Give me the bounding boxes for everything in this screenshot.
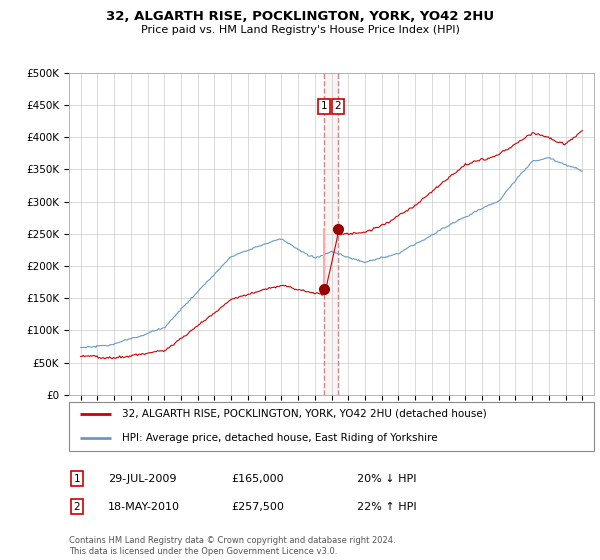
Text: Price paid vs. HM Land Registry's House Price Index (HPI): Price paid vs. HM Land Registry's House … [140,25,460,35]
Text: 18-MAY-2010: 18-MAY-2010 [108,502,180,512]
Text: Contains HM Land Registry data © Crown copyright and database right 2024.
This d: Contains HM Land Registry data © Crown c… [69,536,395,556]
Text: 32, ALGARTH RISE, POCKLINGTON, YORK, YO42 2HU: 32, ALGARTH RISE, POCKLINGTON, YORK, YO4… [106,10,494,22]
Text: £257,500: £257,500 [231,502,284,512]
Text: 20% ↓ HPI: 20% ↓ HPI [357,474,416,484]
Text: 32, ALGARTH RISE, POCKLINGTON, YORK, YO42 2HU (detached house): 32, ALGARTH RISE, POCKLINGTON, YORK, YO4… [121,409,486,419]
Text: 1: 1 [73,474,80,484]
Text: 1: 1 [321,101,328,111]
Text: 2: 2 [335,101,341,111]
Text: 29-JUL-2009: 29-JUL-2009 [108,474,176,484]
Bar [325,73,338,395]
Text: 2: 2 [73,502,80,512]
Text: HPI: Average price, detached house, East Riding of Yorkshire: HPI: Average price, detached house, East… [121,433,437,444]
Text: £165,000: £165,000 [231,474,284,484]
Text: 22% ↑ HPI: 22% ↑ HPI [357,502,416,512]
